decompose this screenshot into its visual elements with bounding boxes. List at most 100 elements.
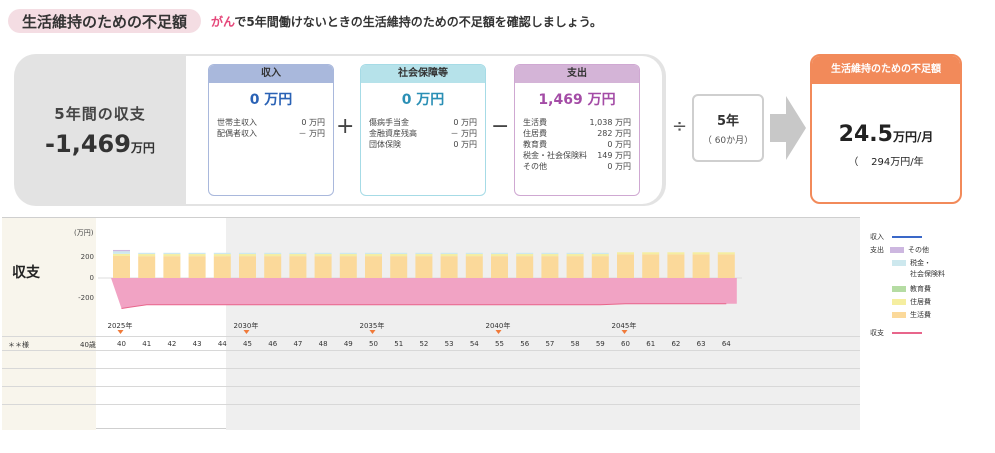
age-label: 61 xyxy=(646,340,655,348)
social-row: 団体保険 0 万円 xyxy=(369,139,477,150)
legend-housing: 住居費 xyxy=(892,297,931,307)
year-marker-icon xyxy=(243,330,250,334)
expense-row-label: 税金・社会保険料 xyxy=(523,151,587,160)
bar-segment xyxy=(289,256,307,278)
expense-row: 税金・社会保険料 149 万円 xyxy=(523,150,631,161)
bar-segment xyxy=(516,254,534,257)
page-title: 生活維持のための不足額 xyxy=(8,9,202,33)
bar-segment xyxy=(717,252,735,255)
legend-education: 教育費 xyxy=(892,284,931,294)
balance-area xyxy=(111,278,737,309)
expense-card-title: 支出 xyxy=(515,65,639,83)
social-row: 傷病手当金 0 万円 xyxy=(369,117,477,128)
age-label: 62 xyxy=(671,340,680,348)
year-marker-icon xyxy=(117,330,124,334)
description-keyword: がん xyxy=(211,14,235,29)
social-row-label: 団体保険 xyxy=(369,140,401,149)
y-tick-minus-200: -200 xyxy=(78,294,94,302)
expense-row: 生活費 1,038 万円 xyxy=(523,117,631,128)
bar-segment xyxy=(667,254,685,278)
bar-segment xyxy=(465,254,483,257)
period-months: （ 60か月） xyxy=(702,136,754,146)
bar-segment xyxy=(566,256,584,278)
age-label: 49 xyxy=(344,340,353,348)
expense-card[interactable]: 支出 1,469 万円 生活費 1,038 万円 住居費 282 万円 教育費 0 万円税… xyxy=(514,64,640,196)
bar-segment xyxy=(440,254,458,257)
bar-segment xyxy=(415,256,433,278)
age-label: 46 xyxy=(268,340,277,348)
bar-segment xyxy=(516,252,534,255)
bar-segment xyxy=(264,252,282,255)
age-label: 57 xyxy=(545,340,554,348)
bar-segment xyxy=(365,256,382,278)
bar-segment xyxy=(717,254,735,278)
expense-row: 住居費 282 万円 xyxy=(523,128,631,139)
bar-segment xyxy=(541,254,559,257)
age-label: 48 xyxy=(319,340,328,348)
income-card-rows: 世帯主収入 0 万円 配偶者収入 － 万円 xyxy=(217,117,325,139)
legend-tax: 税金・ xyxy=(892,258,931,268)
income-row-label: 世帯主収入 xyxy=(217,118,257,127)
age-label: 45 xyxy=(243,340,252,348)
chart-section-label: 収支 xyxy=(12,265,40,281)
row-divider xyxy=(2,404,860,405)
legend-living: 生活費 xyxy=(892,310,931,320)
expense-row-value: 282 万円 xyxy=(597,129,631,138)
age-label: 59 xyxy=(596,340,605,348)
result-monthly: 24.5万円/月 xyxy=(838,122,934,147)
legend-expense: 支出 その他 xyxy=(870,246,929,254)
age-label: 53 xyxy=(445,340,454,348)
summary-breakdown: 収入 0 万円 世帯主収入 0 万円 配偶者収入－ 万円 + 社会保障等 0 万円 … xyxy=(186,56,662,204)
income-row: 世帯主収入 0 万円 xyxy=(217,117,325,128)
chart-plot: 2025年 2030年 2035年 2040年 2045年 40 41 42 43 44 45 46 4… xyxy=(98,249,742,348)
expense-row: 教育費 0 万円 xyxy=(523,139,631,150)
age-label: 64 xyxy=(722,340,731,348)
legend-tax-line2: 社会保険料 xyxy=(910,270,945,278)
bar-segment xyxy=(163,252,181,255)
bar-segment xyxy=(465,252,483,255)
income-card-amount: 0 万円 xyxy=(249,92,293,108)
age-label: 41 xyxy=(142,340,151,348)
bar-segment xyxy=(188,252,206,255)
social-card-title: 社会保障等 xyxy=(361,65,485,83)
age-label: 44 xyxy=(218,340,227,348)
bar-segment xyxy=(591,254,609,257)
bar-segment xyxy=(113,251,130,254)
social-row: 金融資産残高 － 万円 xyxy=(369,128,477,139)
bar-segment xyxy=(188,256,206,278)
bar-segment xyxy=(239,252,256,255)
bar-segment xyxy=(213,256,231,278)
expense-row-label: その他 xyxy=(523,162,547,171)
year-marker-icon xyxy=(369,330,376,334)
y-tick-200: 200 xyxy=(80,253,94,261)
y-tick-0: 0 xyxy=(89,274,94,282)
balance-line xyxy=(121,303,727,309)
row-divider xyxy=(2,386,860,387)
bar-segment xyxy=(390,254,408,257)
expense-row-value: 0 万円 xyxy=(607,162,631,171)
social-security-card[interactable]: 社会保障等 0 万円 傷病手当金 0 万円 金融資産残高－ 万円 団体保険 0 万円 xyxy=(360,64,486,196)
shortfall-result: 生活維持のための不足額 24.5万円/月 （ 294万円/年 xyxy=(810,54,962,204)
bar-segment xyxy=(213,252,231,255)
social-card-rows: 傷病手当金 0 万円 金融資産残高－ 万円 団体保険 0 万円 xyxy=(369,117,477,150)
row-divider xyxy=(2,336,860,337)
expense-row-label: 住居費 xyxy=(523,129,547,138)
chart-label-column xyxy=(2,218,96,430)
social-row-label: 傷病手当金 xyxy=(369,118,409,127)
bar-segment xyxy=(617,252,634,255)
social-row-label: 金融資産残高 xyxy=(369,129,417,138)
social-row-value: 0 万円 xyxy=(453,140,477,149)
income-card[interactable]: 収入 0 万円 世帯主収入 0 万円 配偶者収入 － 万円 xyxy=(208,64,334,196)
expense-card-amount: 1,469 万円 xyxy=(538,92,616,108)
bar-segment xyxy=(415,252,433,255)
bar-segment xyxy=(642,252,660,255)
bar-segment xyxy=(491,254,508,257)
age-label: 50 xyxy=(369,340,378,348)
age-label: 42 xyxy=(167,340,176,348)
age-label: 63 xyxy=(697,340,706,348)
plus-icon: + xyxy=(336,114,355,139)
income-row-value: 0 万円 xyxy=(301,118,325,127)
x-year-label: 2030年 xyxy=(234,321,259,330)
bar-segment xyxy=(617,254,634,278)
period-box: 5年 （ 60か月） xyxy=(692,94,764,162)
